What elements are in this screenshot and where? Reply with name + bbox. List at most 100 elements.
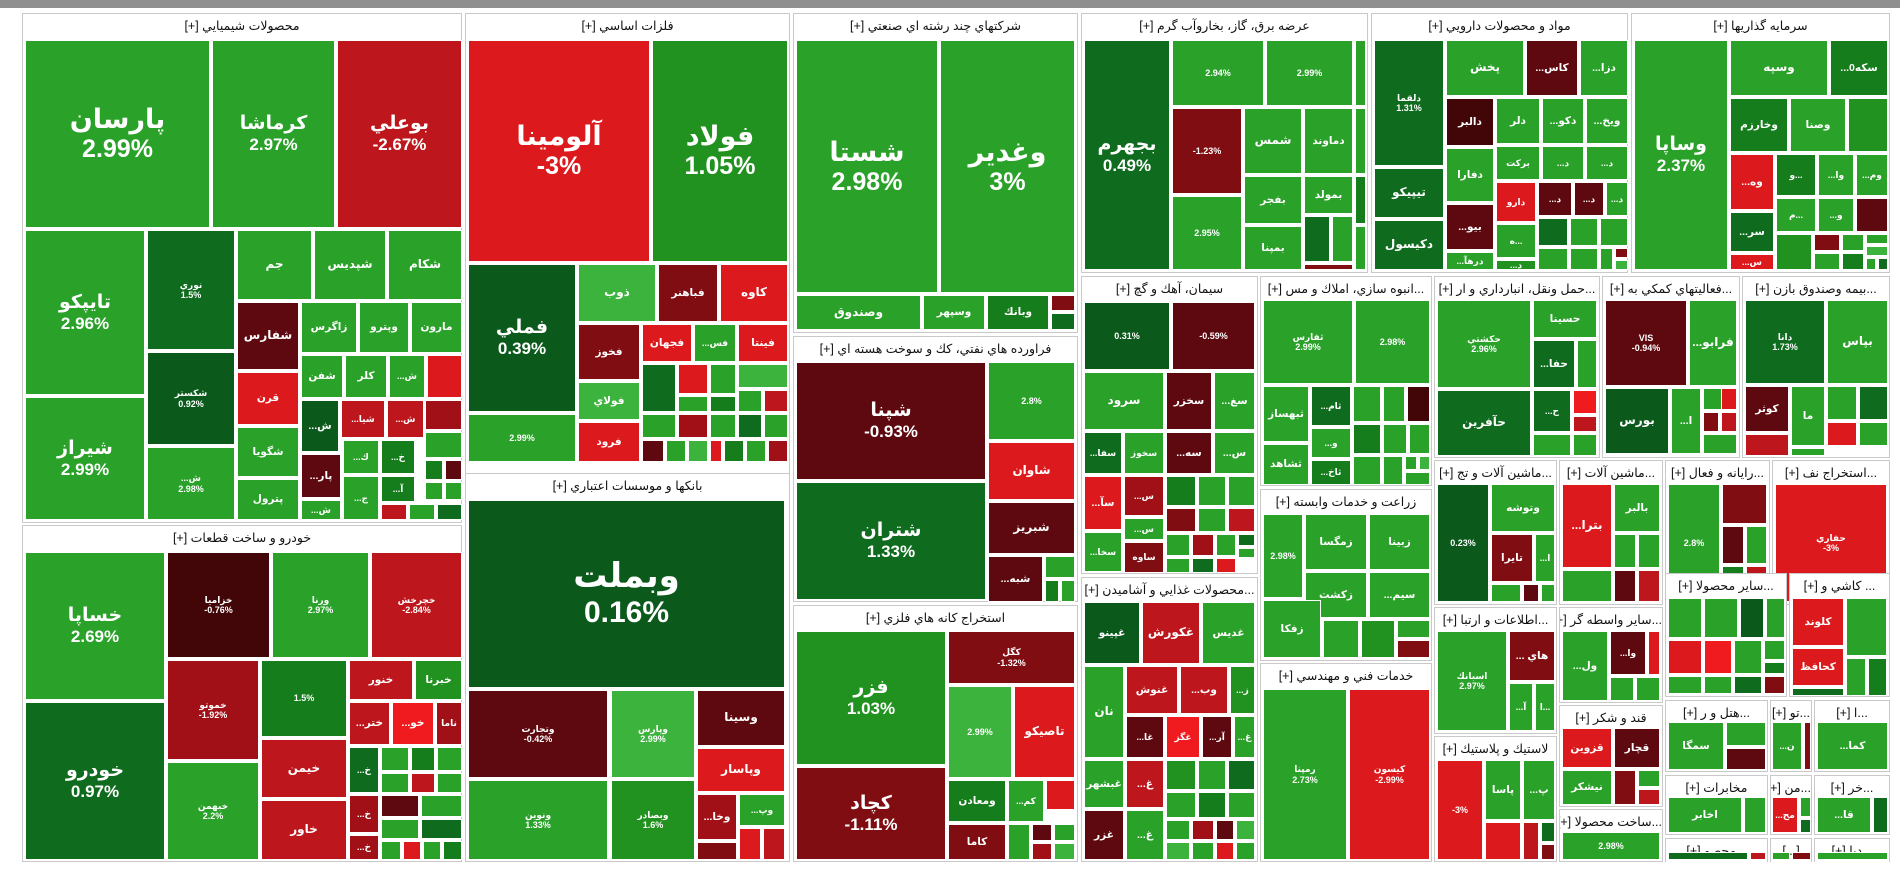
tile-cement-سخزر[interactable]: سخزر (1166, 372, 1212, 430)
tile-machinery[interactable] (1638, 570, 1660, 602)
tile-transport[interactable] (1573, 434, 1597, 456)
tile-chemicals-...ش[interactable]: ...ش (301, 400, 339, 452)
tile-chemicals-پارسان[interactable]: پارسان 2.99% (25, 40, 210, 228)
tile-cement-...سه[interactable]: ...سه (1166, 432, 1212, 474)
tile-cement[interactable]: -0.59% (1172, 302, 1255, 370)
sector-header-investments[interactable]: سرمايه گذاريها [+] (1632, 14, 1889, 38)
tile-mini-mahso[interactable] (1668, 852, 1748, 860)
tile-info-comm-ا...[interactable]: ا... (1535, 683, 1555, 731)
sector-header-cement[interactable]: سيمان، آهك و گچ [+] (1082, 277, 1257, 301)
tile-food[interactable] (1216, 820, 1234, 840)
sector-header-pharma[interactable]: مواد و محصولات دارويي [+] (1372, 14, 1627, 38)
tile-chemicals-...ش[interactable]: ...ش 2.98% (147, 447, 235, 520)
tile-investments-م...[interactable]: م... (1776, 198, 1816, 232)
sector-header-banks[interactable]: بانکها و موسسات اعتباري [+] (466, 474, 789, 498)
sector-header-rubber-plastic[interactable]: لاستيك و پلاستيك [+] (1435, 737, 1556, 761)
tile-investments-...و[interactable]: ...و (1818, 198, 1854, 232)
sector-header-real-estate[interactable]: ...انبوه سازي، املاك و مس [+] (1261, 277, 1431, 301)
tile-oil-products[interactable] (1061, 580, 1075, 602)
tile-other-minerals[interactable] (1740, 598, 1764, 638)
tile-food-...آر[interactable]: ...آر (1202, 716, 1232, 758)
tile-ceramic-tile-کحافظ[interactable]: کحافظ (1792, 648, 1844, 686)
tile-mini-diba[interactable] (1817, 852, 1888, 860)
tile-agriculture-زمگسا[interactable]: زمگسا (1305, 514, 1367, 570)
tile-metals-فملي[interactable]: فملي 0.39% (468, 264, 576, 412)
tile-info-comm-... هاي[interactable]: ... هاي (1509, 631, 1555, 681)
tile-metals[interactable] (764, 414, 788, 438)
tile-real-estate[interactable] (1419, 456, 1430, 470)
tile-cement[interactable] (1216, 558, 1236, 573)
tile-food-...غا[interactable]: ...غا (1126, 716, 1164, 758)
tile-mini-mon-...مح[interactable]: ...مح (1772, 797, 1798, 833)
tile-metals[interactable] (738, 414, 762, 438)
tile-machinery-equip[interactable] (1491, 584, 1521, 602)
sector-header-machinery-equip[interactable]: ...ماشين آلات و تج [+] (1435, 461, 1556, 485)
tile-chemicals[interactable] (381, 504, 407, 520)
tile-hotels[interactable] (1726, 748, 1766, 770)
tile-real-estate[interactable] (1353, 424, 1381, 454)
tile-investments-...سر[interactable]: ...سر (1730, 212, 1774, 252)
tile-chemicals-...ك[interactable]: ...ك (343, 440, 379, 474)
tile-cement[interactable] (1166, 558, 1190, 573)
tile-real-estate-...ثام[interactable]: ...ثام (1311, 386, 1351, 426)
tile-metal-ores-کاما[interactable]: کاما (948, 824, 1006, 860)
tile-pharma[interactable] (1615, 260, 1628, 270)
tile-banks-وپارس[interactable]: وپارس 2.99% (611, 690, 695, 778)
tile-sugar-نيشکر[interactable]: نيشکر (1562, 770, 1612, 805)
sector-header-financial-aux[interactable]: ...فعاليتهاي کمکي به [+] (1603, 277, 1739, 301)
tile-food-غزر[interactable]: غزر (1084, 810, 1124, 860)
tile-cement-...سفا[interactable]: ...سفا (1084, 432, 1122, 474)
tile-financial-aux[interactable] (1703, 434, 1737, 454)
tile-cement[interactable]: 0.31% (1084, 302, 1170, 370)
sector-header-other-financial[interactable]: ...ساير واسطه گر [+] (1560, 608, 1662, 632)
sector-header-info-comm[interactable]: ...اطلاعات و ارتبا [+] (1435, 608, 1556, 632)
tile-other-financial-...ول[interactable]: ...ول (1562, 631, 1608, 701)
tile-metals[interactable]: 2.99% (468, 414, 576, 462)
tile-machinery-equip-وتوشه[interactable]: وتوشه (1491, 484, 1555, 532)
tile-auto[interactable] (381, 773, 409, 793)
tile-metal-ores-تاصيکو[interactable]: تاصيکو (1014, 686, 1075, 778)
tile-pharma-...د[interactable]: ...د (1586, 146, 1628, 180)
tile-investments[interactable] (1866, 246, 1888, 256)
tile-chemicals-کرماشا[interactable]: کرماشا 2.97% (212, 40, 335, 228)
tile-metals[interactable] (738, 390, 762, 412)
tile-banks-وبملت[interactable]: وبملت 0.16% (468, 500, 785, 688)
tile-chemicals-جم[interactable]: جم (237, 230, 312, 300)
tile-pharma-تيپيکو[interactable]: تيپيکو (1374, 168, 1444, 218)
tile-real-estate[interactable] (1409, 424, 1430, 454)
tile-banks-وپاسار[interactable]: وپاسار (697, 748, 785, 792)
tile-cement-ساوه[interactable]: ساوه (1124, 542, 1164, 573)
sector-header-hotels[interactable]: ...هتل و ر [+] (1666, 701, 1767, 725)
tile-investments-...وا[interactable]: ...وا (1818, 154, 1854, 196)
tile-pharma-...د[interactable]: ...د (1574, 182, 1604, 216)
tile-ceramic-tile[interactable] (1846, 598, 1887, 656)
tile-banks[interactable] (739, 828, 761, 860)
tile-food-غکورش[interactable]: غکورش (1142, 602, 1200, 664)
tile-food-غپينو[interactable]: غپينو (1084, 602, 1140, 664)
tile-agriculture[interactable] (1397, 620, 1430, 638)
tile-power[interactable]: 2.95% (1172, 196, 1242, 270)
tile-chemicals-...شيا[interactable]: ...شيا (341, 400, 385, 438)
tile-multi-industry-وبانك[interactable]: وبانك (987, 295, 1049, 330)
tile-metals[interactable] (710, 396, 736, 412)
tile-metals-فينتا[interactable]: فينتا (738, 324, 788, 362)
tile-machinery-equip-...ا[interactable]: ...ا (1535, 534, 1555, 582)
tile-transport-حکشتي[interactable]: حکشتي 2.96% (1437, 300, 1531, 388)
tile-metals[interactable] (710, 364, 736, 394)
sector-header-auto[interactable]: خودرو و ساخت قطعات [+] (23, 526, 461, 550)
sector-header-metal-ores[interactable]: استخراج کانه هاي فلزي [+] (794, 606, 1077, 630)
tile-food-...غ[interactable]: ...غ (1126, 810, 1164, 860)
tile-info-comm-...آ[interactable]: ...آ (1509, 683, 1533, 731)
tile-multi-industry-وصندوق[interactable]: وصندوق (796, 295, 921, 330)
tile-multi-industry-شستا[interactable]: شستا 2.98% (796, 40, 938, 293)
sector-header-multi-industry[interactable]: شرکتهاي چند رشته اي صنعتي [+] (794, 14, 1077, 38)
tile-pharma-دارو[interactable]: دارو (1496, 182, 1536, 222)
tile-real-estate-ثشاهد[interactable]: ثشاهد (1263, 444, 1309, 485)
tile-auto[interactable] (421, 795, 462, 817)
tile-financial-aux-...ا[interactable]: ...ا (1671, 388, 1701, 454)
tile-auto[interactable] (411, 747, 435, 771)
tile-chemicals-شپديس[interactable]: شپديس (314, 230, 386, 300)
tile-cement[interactable] (1198, 508, 1226, 532)
tile-pharma-...دزا[interactable]: ...دزا (1580, 40, 1628, 96)
tile-power[interactable]: -1.23% (1172, 108, 1242, 194)
